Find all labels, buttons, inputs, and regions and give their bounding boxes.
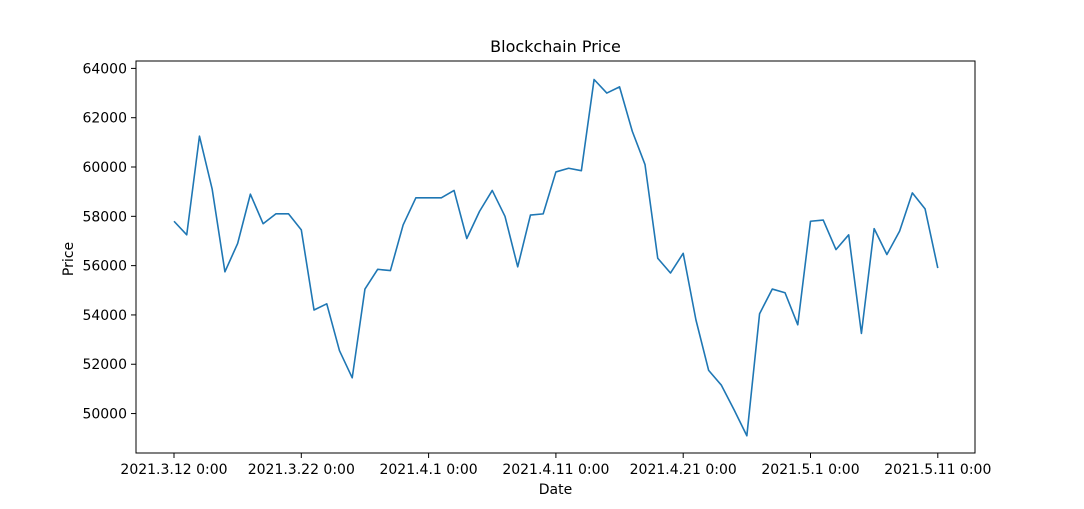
x-tick-label: 2021.3.12 0:00 [120, 462, 227, 478]
x-tick-label: 2021.4.21 0:00 [630, 462, 737, 478]
x-tick-label: 2021.5.1 0:00 [761, 462, 859, 478]
x-tick-label: 2021.3.22 0:00 [248, 462, 355, 478]
x-axis-label: Date [539, 482, 572, 498]
y-tick-label: 58000 [82, 209, 127, 225]
x-tick-label: 2021.5.11 0:00 [884, 462, 991, 478]
y-tick-label: 50000 [82, 407, 127, 423]
y-tick-label: 56000 [82, 259, 127, 275]
y-tick-label: 60000 [82, 160, 127, 176]
y-tick-label: 64000 [82, 61, 127, 77]
plot-area: 50000 52000 54000 56000 58000 60000 62000 64000… [82, 60, 991, 478]
y-axis-label: Price [61, 242, 77, 276]
price-series-line [173, 78, 939, 437]
x-tick-label: 2021.4.11 0:00 [502, 462, 609, 478]
y-tick-label: 62000 [82, 111, 127, 127]
x-tick-label: 2021.4.1 0:00 [379, 462, 477, 478]
y-tick-label: 54000 [82, 308, 127, 324]
chart-title: Blockchain Price [490, 37, 621, 56]
y-tick-label: 52000 [82, 357, 127, 373]
